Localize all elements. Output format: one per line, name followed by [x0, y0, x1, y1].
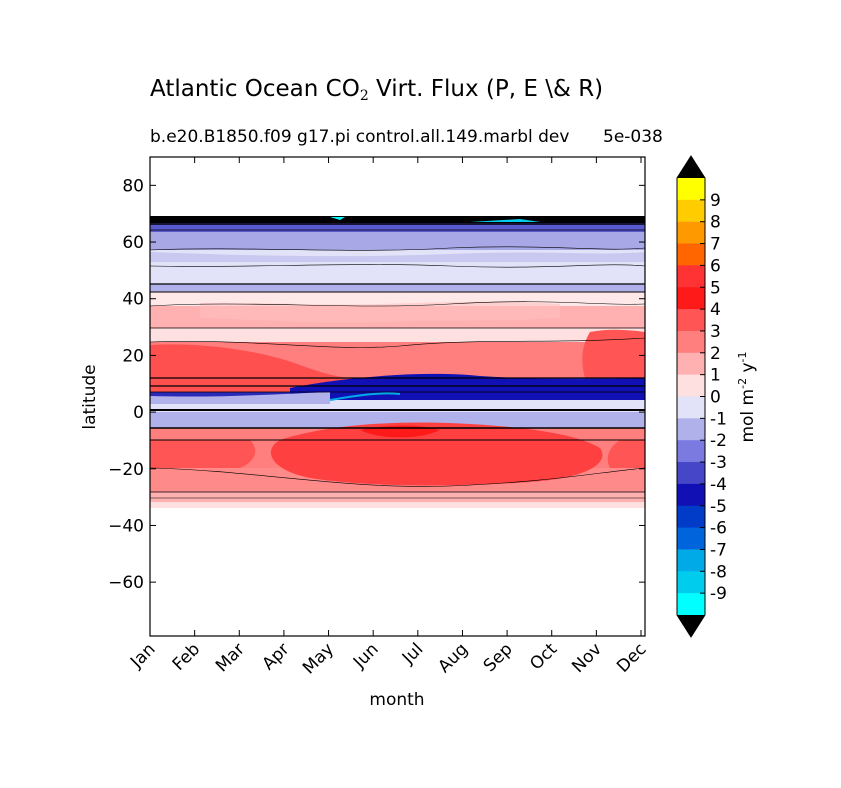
- plot-area: [149, 156, 646, 637]
- band-n4: [150, 284, 645, 292]
- title-rest: Virt. Flux (P, E \& R): [368, 76, 604, 102]
- x-tick-label-nov: Nov: [568, 639, 606, 677]
- chart-title: Atlantic Ocean CO2 Virt. Flux (P, E \& R…: [150, 76, 603, 104]
- colorbar-tick-label-8: 1: [710, 366, 721, 386]
- colorbar-extend-top: [677, 156, 705, 178]
- x-axis-label: month: [369, 690, 424, 710]
- colorbar-swatch-11: [677, 418, 705, 441]
- colorbar-swatch-19: [677, 593, 705, 616]
- x-tick-label-oct: Oct: [526, 639, 561, 674]
- colorbar-tick-label-11: -2: [710, 431, 727, 451]
- title-main: Atlantic Ocean CO: [150, 76, 360, 102]
- heatmap-field: [150, 216, 645, 508]
- colorbar-tick-label-2: 7: [710, 235, 721, 255]
- x-tick-label-apr: Apr: [258, 639, 293, 674]
- y-tick-label--20: −20: [108, 460, 144, 480]
- y-tick-label-40: 40: [122, 290, 144, 310]
- y-tick-label-60: 60: [122, 233, 144, 253]
- band-black-north: [150, 216, 645, 223]
- y-tick-label--60: −60: [108, 573, 144, 593]
- y-tick-label-80: 80: [122, 176, 144, 196]
- colorbar-swatch-8: [677, 352, 705, 376]
- y-axis-label: latitude: [80, 364, 100, 429]
- title-subscript: 2: [359, 88, 369, 104]
- colorbar-tick-label-13: -4: [710, 475, 727, 495]
- patch-subtropic-n: [200, 301, 560, 323]
- colorbar-tick-label-1: 8: [710, 213, 721, 233]
- colorbar-tick-label-12: -3: [710, 453, 727, 473]
- colorbar-tick-label-14: -5: [710, 497, 727, 517]
- colorbar-swatch-6: [677, 309, 705, 332]
- band-s3: [150, 492, 645, 502]
- patch-equator-light: [150, 392, 330, 404]
- colorbar-swatch-15: [677, 505, 705, 529]
- patch-north-tropic-jan: [150, 344, 400, 392]
- contour-highlights: [329, 217, 540, 401]
- colorbar-tick-label-4: 5: [710, 278, 721, 298]
- x-tick-label-aug: Aug: [434, 639, 472, 677]
- colorbar-extend-bottom: [677, 615, 705, 637]
- y-tick-label--40: −40: [108, 516, 144, 536]
- colorbar-tick-label-15: -6: [710, 519, 727, 539]
- colorbar-swatch-7: [677, 330, 705, 354]
- colorbar-swatch-1: [677, 199, 705, 223]
- colorbar-swatch-17: [677, 549, 705, 572]
- colorbar-tick-label-7: 2: [710, 344, 721, 364]
- x-tick-label-dec: Dec: [613, 639, 650, 676]
- band-n2: [150, 232, 645, 250]
- x-tick-label-feb: Feb: [169, 639, 204, 674]
- contour-lines: [150, 223, 645, 499]
- colorbar-swatch-4: [677, 265, 705, 288]
- band-s4: [150, 502, 645, 508]
- colorbar-swatch-18: [677, 571, 705, 594]
- colorbar-swatch-13: [677, 462, 705, 485]
- plot-frame: [149, 156, 646, 637]
- colorbar-swatch-14: [677, 483, 705, 507]
- band-n7: [150, 328, 645, 342]
- colorbar-tick-label-10: -1: [710, 409, 727, 429]
- x-tick-label-may: May: [299, 639, 338, 678]
- colorbar-swatch-9: [677, 374, 705, 397]
- colorbar-swatch-16: [677, 527, 705, 550]
- colorbar-tick-label-18: -9: [710, 584, 727, 604]
- colorbar-tick-label-9: 0: [710, 388, 721, 408]
- colorbar-tick-label-3: 6: [710, 256, 721, 276]
- colorbar-swatch-2: [677, 221, 705, 245]
- x-tick-label-jan: Jan: [126, 639, 159, 672]
- x-tick-label-mar: Mar: [212, 639, 249, 676]
- x-tick-label-jul: Jul: [398, 639, 427, 668]
- colorbar-tick-label-17: -8: [710, 562, 727, 582]
- colorbar-tick-label-5: 4: [710, 300, 721, 320]
- colorbar-swatch-10: [677, 396, 705, 419]
- colorbar-frame: [676, 155, 706, 638]
- colorbar-swatch-3: [677, 243, 705, 266]
- patch-south-dec: [607, 440, 645, 468]
- patch-north-tropic-dec: [582, 329, 645, 378]
- colorbar-tick-label-0: 9: [710, 191, 721, 211]
- patch-south-tropic-core: [270, 422, 603, 486]
- y-tick-label-0: 0: [133, 403, 144, 423]
- colorbar-swatch-5: [677, 287, 705, 310]
- y-tick-label-20: 20: [122, 346, 144, 366]
- x-tick-label-jun: Jun: [349, 639, 383, 673]
- y-axis: 60 40 20 0 −20 −40 −60 80: [108, 176, 645, 593]
- band-n1: [150, 223, 645, 232]
- colorbar-swatch-12: [677, 440, 705, 463]
- band-eq3: [150, 412, 645, 428]
- x-tick-label-sep: Sep: [480, 639, 517, 676]
- patch-subpolar: [150, 252, 645, 262]
- colorbar-label: mol m-2 y-1: [736, 351, 758, 442]
- colorbar-tick-label-16: -7: [710, 540, 727, 560]
- patch-south-jan: [150, 440, 256, 468]
- colorbar-swatch-0: [677, 178, 705, 201]
- offset-label: 5e-038: [603, 127, 663, 147]
- colorbar-tick-label-6: 3: [710, 322, 721, 342]
- chart-subtitle: b.e20.B1850.f09 g17.pi control.all.149.m…: [150, 127, 570, 147]
